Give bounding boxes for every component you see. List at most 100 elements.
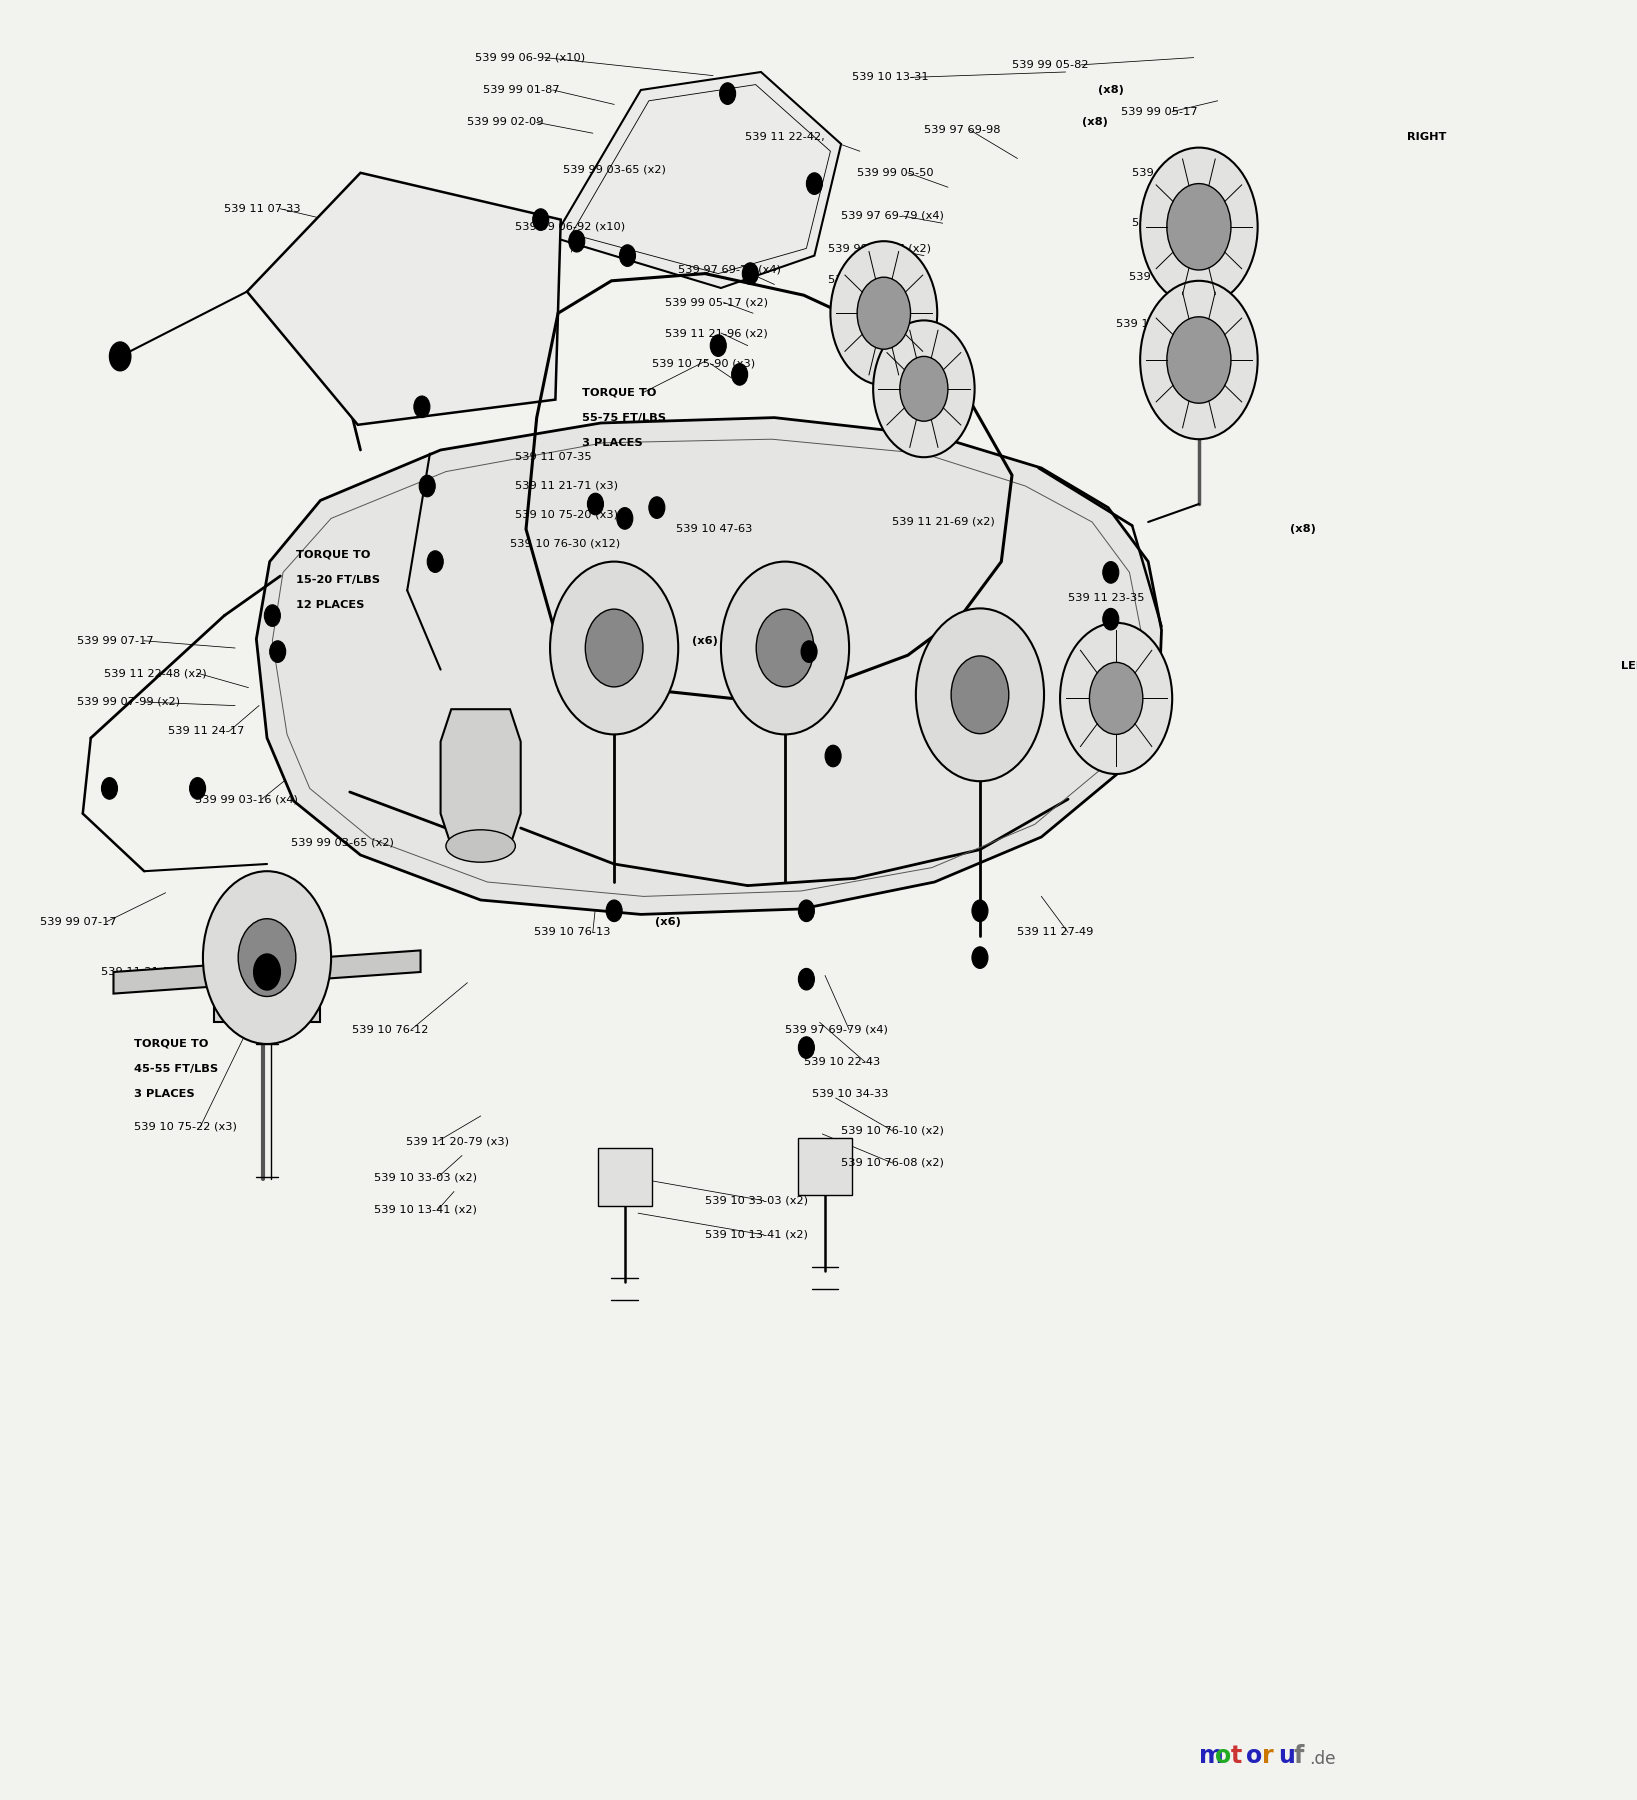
Text: 539 10 75-20 (x3): 539 10 75-20 (x3) [516,509,619,520]
Text: 3 PLACES: 3 PLACES [134,1089,195,1100]
Text: 539 97 69-79 (x4): 539 97 69-79 (x4) [678,265,781,275]
Circle shape [568,230,584,252]
Polygon shape [558,598,638,691]
Text: (x6): (x6) [692,635,719,646]
Text: 539 99 07-99 (x2): 539 99 07-99 (x2) [77,697,180,707]
Text: 539 99 03-65 (x2): 539 99 03-65 (x2) [291,837,395,848]
Text: 539 97 69-79 (x4): 539 97 69-79 (x4) [841,211,945,221]
Circle shape [427,551,444,572]
Text: 539 11 22-42,: 539 11 22-42, [745,131,828,142]
Circle shape [254,954,280,990]
Polygon shape [553,72,841,288]
Circle shape [203,871,331,1044]
Circle shape [414,396,431,418]
Text: 539 10 22-43: 539 10 22-43 [804,1057,881,1067]
Circle shape [270,641,286,662]
Circle shape [825,745,841,767]
Text: 55-75 FT/LBS: 55-75 FT/LBS [583,412,666,423]
Text: 539 99 07-17: 539 99 07-17 [39,916,120,927]
Text: 539 99 03-16 (x4): 539 99 03-16 (x4) [195,794,298,805]
Text: 539 11 22-48 (x2): 539 11 22-48 (x2) [105,668,206,679]
Text: (x6): (x6) [655,916,681,927]
Circle shape [110,342,131,371]
Text: 539 10 13-31: 539 10 13-31 [851,72,928,83]
Circle shape [972,947,989,968]
Text: 539 99 06-92 (x10): 539 99 06-92 (x10) [475,52,586,63]
Circle shape [606,900,622,922]
Text: 539 11 22-44,: 539 11 22-44, [959,661,1043,671]
Text: 539 97 69-98: 539 97 69-98 [923,124,1000,135]
Circle shape [190,778,206,799]
Text: 539 99 03-65 (x2): 539 99 03-65 (x2) [563,164,666,175]
Circle shape [550,562,678,734]
Circle shape [742,263,758,284]
Bar [799,1138,851,1195]
Text: 539 99 01-87: 539 99 01-87 [483,85,563,95]
Text: 539 11 21-96 (x2): 539 11 21-96 (x2) [665,328,768,338]
Text: 539 11 21-98: 539 11 21-98 [1133,218,1208,229]
Circle shape [858,277,910,349]
Circle shape [1103,608,1118,630]
Text: TORQUE TO: TORQUE TO [583,387,656,398]
Text: 539 11 21-70 (x3): 539 11 21-70 (x3) [101,967,205,977]
Circle shape [648,497,665,518]
Text: 539 11 27-49: 539 11 27-49 [1017,927,1094,938]
Circle shape [799,968,814,990]
Circle shape [900,356,948,421]
Text: 539 10 76-30 (x12): 539 10 76-30 (x12) [511,538,620,549]
Text: 539 11 21-69 (x2): 539 11 21-69 (x2) [892,517,995,527]
Text: 539 10 33-03 (x2): 539 10 33-03 (x2) [706,1195,809,1206]
Circle shape [732,364,748,385]
Text: 539 99 05-17: 539 99 05-17 [1121,106,1198,117]
Circle shape [101,778,118,799]
Text: 539 99 05-17 (x2): 539 99 05-17 (x2) [828,243,931,254]
Text: 539 10 34-27: 539 10 34-27 [1116,319,1192,329]
Circle shape [720,83,735,104]
Circle shape [1103,562,1118,583]
Text: 539 11 21-96: 539 11 21-96 [1133,167,1208,178]
Circle shape [710,335,727,356]
Text: 539 11 23-35: 539 11 23-35 [1067,592,1144,603]
Circle shape [807,173,822,194]
Text: .de: .de [1310,1750,1336,1768]
Text: 539 10 47-63: 539 10 47-63 [676,524,756,535]
Text: (x8): (x8) [1082,117,1108,128]
Text: 539 10 76-12: 539 10 76-12 [352,1024,429,1035]
Text: 539 11 21-96 (x2): 539 11 21-96 (x2) [828,274,930,284]
Circle shape [264,605,280,626]
Circle shape [873,320,974,457]
Text: 539 10 13-41 (x2): 539 10 13-41 (x2) [373,1204,476,1215]
Text: 539 99 05-50: 539 99 05-50 [858,167,933,178]
Text: 539 10 13-41 (x2): 539 10 13-41 (x2) [706,1229,807,1240]
Circle shape [972,900,989,922]
Polygon shape [440,709,521,846]
Text: LEFT: LEFT [1621,661,1637,671]
Circle shape [1167,317,1231,403]
Text: 539 10 32-56: 539 10 32-56 [1130,272,1206,283]
Circle shape [720,562,850,734]
Text: 539 11 20-79 (x3): 539 11 20-79 (x3) [406,1136,509,1147]
Text: 15-20 FT/LBS: 15-20 FT/LBS [296,574,380,585]
Text: 45-55 FT/LBS: 45-55 FT/LBS [134,1064,218,1075]
Polygon shape [113,950,421,994]
Text: (x8): (x8) [1098,85,1125,95]
Text: 539 99 02-09: 539 99 02-09 [467,117,547,128]
Text: 539 10 76-10 (x2): 539 10 76-10 (x2) [841,1125,945,1136]
Text: 539 11 07-35: 539 11 07-35 [516,452,593,463]
Circle shape [830,241,938,385]
Text: 539 10 75-22 (x3): 539 10 75-22 (x3) [134,1121,236,1132]
Circle shape [1139,148,1257,306]
Text: 539 10 75-90 (x3): 539 10 75-90 (x3) [652,358,755,369]
Circle shape [1090,662,1143,734]
Text: 539 99 05-82: 539 99 05-82 [1012,59,1089,70]
Text: 539 99 07-17: 539 99 07-17 [77,635,157,646]
Text: RIGHT: RIGHT [1408,131,1447,142]
Circle shape [756,608,814,688]
Text: o: o [1215,1744,1231,1768]
Circle shape [800,641,817,662]
Text: TORQUE TO: TORQUE TO [134,1039,208,1049]
Text: u: u [1277,1744,1295,1768]
Circle shape [1139,281,1257,439]
Bar [213,925,321,1022]
Text: 539 10 34-33: 539 10 34-33 [812,1089,889,1100]
